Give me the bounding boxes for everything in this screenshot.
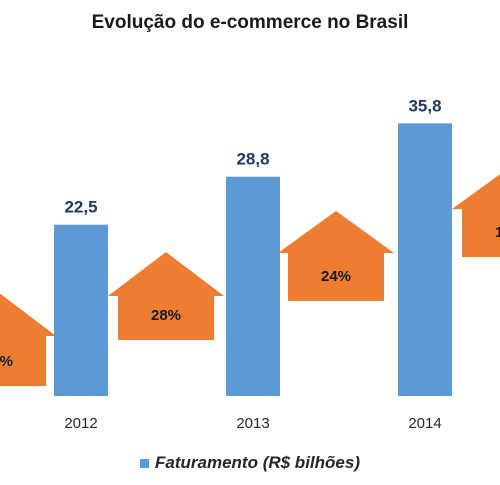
value-label-2012: 22,5	[64, 198, 97, 217]
growth-label-4: 15%	[495, 224, 500, 241]
growth-arrow-2	[108, 252, 224, 340]
bar-2012	[54, 224, 108, 396]
x-tick-2012: 2012	[64, 415, 97, 432]
growth-arrow-1	[0, 293, 56, 386]
bar-2014	[398, 123, 452, 397]
x-tick-2014: 2014	[408, 415, 441, 432]
growth-arrow-4	[452, 174, 500, 257]
growth-label-2: 28%	[151, 307, 181, 324]
x-tick-2013: 2013	[236, 415, 269, 432]
legend: Faturamento (R$ bilhões)	[0, 453, 500, 473]
growth-label-3: 24%	[321, 268, 351, 285]
growth-arrow-3	[278, 211, 394, 301]
growth-label-1: 26%	[0, 353, 13, 370]
value-label-2014: 35,8	[408, 96, 441, 115]
legend-label: Faturamento (R$ bilhões)	[155, 453, 360, 472]
chart-title: Evolução do e-commerce no Brasil	[91, 12, 409, 33]
legend-swatch	[140, 458, 150, 468]
value-label-2013: 28,8	[236, 150, 269, 169]
bar-2013	[226, 176, 280, 396]
